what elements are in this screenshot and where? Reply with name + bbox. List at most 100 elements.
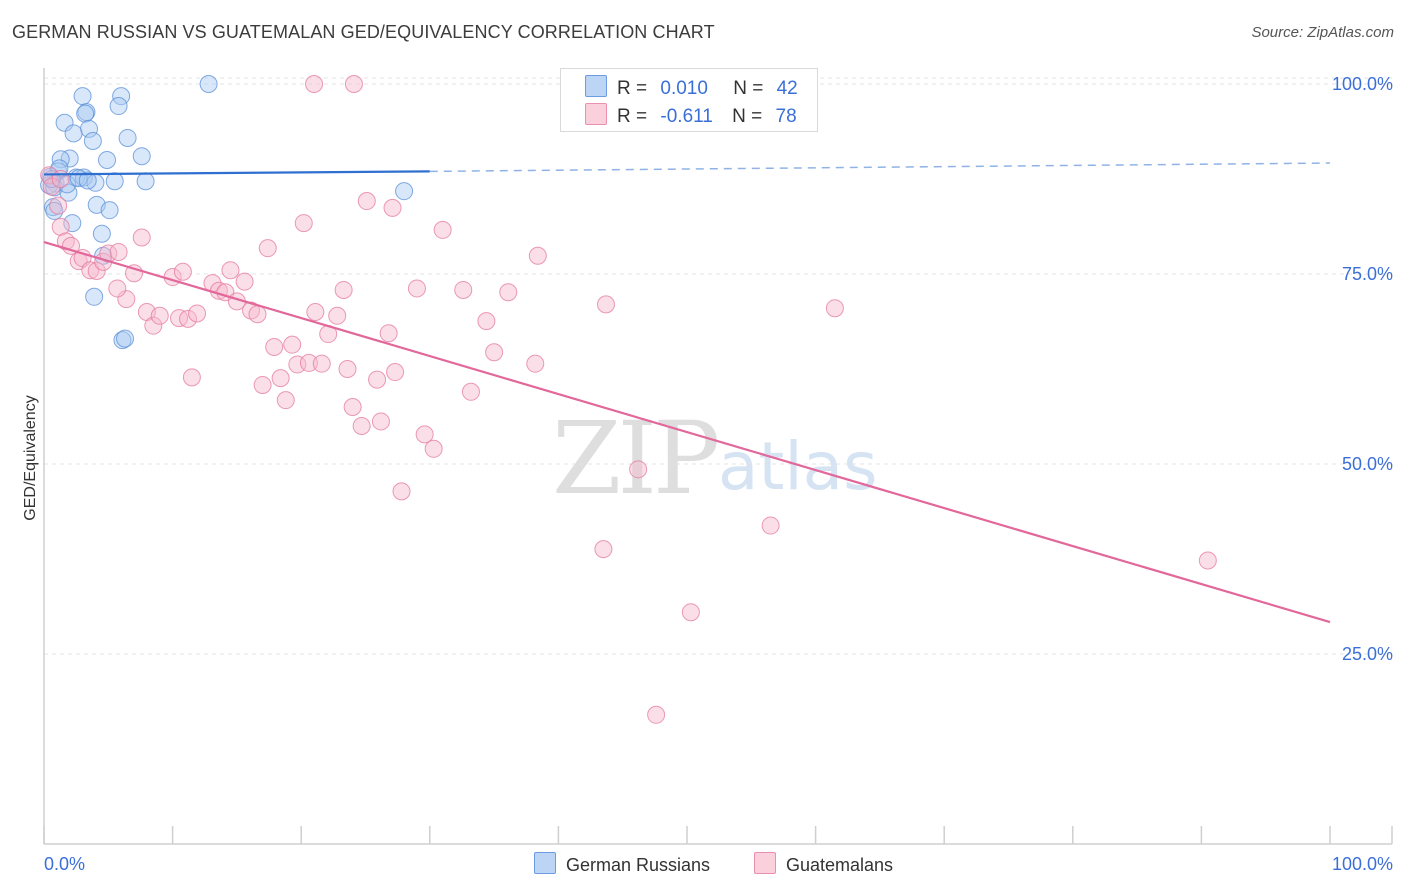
point-guatemalan	[117, 290, 136, 309]
point-guatemalan	[647, 705, 666, 724]
legend-r-value: 0.010	[660, 78, 708, 99]
watermark-zip: ZIP	[552, 400, 720, 517]
point-guatemalan	[173, 262, 192, 281]
point-german-russian	[76, 104, 95, 123]
point-guatemalan	[132, 228, 151, 247]
point-guatemalan	[253, 375, 272, 394]
point-german-russian	[83, 132, 102, 150]
legend-r-value: -0.611	[660, 106, 713, 127]
legend-swatch-blue	[585, 75, 607, 97]
point-guatemalan	[371, 412, 390, 431]
legend-n-value: 78	[775, 106, 797, 127]
point-guatemalan	[288, 355, 307, 374]
y-tick-label: 75.0%	[1342, 264, 1393, 284]
point-guatemalan	[461, 382, 480, 401]
point-guatemalan	[51, 217, 70, 236]
point-guatemalan	[1198, 551, 1217, 570]
point-guatemalan	[352, 417, 371, 435]
point-guatemalan	[499, 283, 518, 302]
bottom-legend-swatch-pink	[754, 852, 776, 874]
point-german-russian	[78, 171, 97, 190]
y-tick-label: 50.0%	[1342, 454, 1393, 474]
point-german-russian	[100, 201, 119, 220]
point-guatemalan	[379, 324, 398, 343]
point-guatemalan	[424, 439, 443, 458]
y-axis-label: GED/Equivalency	[22, 395, 39, 520]
point-guatemalan	[454, 280, 473, 299]
point-guatemalan	[221, 261, 240, 280]
point-guatemalan	[306, 303, 325, 321]
y-tick-label: 100.0%	[1332, 74, 1393, 94]
legend-r-label: R =	[617, 106, 648, 127]
point-guatemalan	[283, 335, 302, 354]
point-guatemalan	[179, 309, 198, 328]
point-guatemalan	[407, 279, 426, 298]
point-german-russian	[116, 329, 135, 348]
point-guatemalan	[392, 482, 411, 501]
point-guatemalan	[271, 369, 290, 388]
trend-layer	[43, 162, 1331, 624]
point-guatemalan	[383, 198, 402, 217]
point-german-russian	[199, 75, 218, 93]
point-german-russian	[73, 87, 92, 106]
point-guatemalan	[629, 460, 648, 479]
legend-row-german-russians: R = 0.010 N = 42	[585, 75, 798, 100]
point-guatemalan	[265, 337, 284, 356]
legend-r-label: R =	[617, 78, 648, 99]
legend-row-guatemalans: R = -0.611 N = 78	[585, 103, 797, 128]
point-german-russian	[63, 214, 82, 233]
correlation-legend: R = 0.010 N = 42 R = -0.611 N = 78	[560, 68, 818, 132]
legend-n-label: N =	[733, 78, 764, 99]
point-guatemalan	[681, 603, 700, 622]
point-guatemalan	[144, 316, 163, 335]
legend-swatch-pink	[585, 103, 607, 125]
point-german-russian	[64, 124, 83, 143]
x-tick-label: 100.0%	[1332, 854, 1393, 874]
trend-line-guatemalans	[43, 241, 1331, 624]
point-guatemalan	[526, 354, 545, 373]
point-guatemalan	[415, 425, 434, 444]
point-german-russian	[136, 172, 155, 191]
point-guatemalan	[62, 236, 81, 255]
point-guatemalan	[825, 299, 844, 318]
points-layer	[40, 75, 1217, 724]
point-guatemalan	[258, 239, 277, 258]
point-guatemalan	[109, 242, 128, 261]
point-guatemalan	[299, 353, 318, 372]
point-german-russian	[55, 113, 74, 132]
point-guatemalan	[596, 295, 615, 314]
point-guatemalan	[357, 192, 376, 211]
point-guatemalan	[170, 309, 189, 328]
point-guatemalan	[81, 261, 100, 280]
labels-layer: 25.0% 50.0% 75.0% 100.0% 0.0% 100.0% GED/Equiv…	[22, 74, 1393, 874]
axes	[43, 68, 1393, 845]
point-german-russian	[132, 147, 151, 166]
legend-n-value: 42	[776, 78, 798, 99]
point-german-russian	[109, 97, 128, 116]
point-guatemalan	[150, 306, 169, 325]
point-german-russian	[395, 182, 414, 201]
point-guatemalan	[433, 220, 452, 239]
trend-line-german-russians-extension	[429, 162, 1331, 173]
trend-line-german-russians	[43, 170, 430, 176]
point-guatemalan	[485, 343, 504, 362]
watermark-atlas: atlas	[718, 428, 878, 505]
point-guatemalan	[182, 368, 201, 387]
bottom-legend-swatch-blue	[534, 852, 556, 874]
point-guatemalan	[42, 177, 61, 196]
point-guatemalan	[248, 305, 267, 324]
point-guatemalan	[188, 304, 207, 323]
point-german-russian	[92, 224, 111, 243]
point-german-russian	[105, 172, 124, 191]
point-guatemalan	[108, 279, 127, 298]
bottom-legend-label: Guatemalans	[786, 855, 894, 875]
source-label: Source: ZipAtlas.com	[1251, 24, 1394, 41]
point-guatemalan	[477, 312, 496, 331]
point-german-russian	[85, 287, 104, 306]
bottom-legend-guatemalans: Guatemalans	[754, 852, 893, 876]
point-guatemalan	[328, 306, 347, 325]
point-guatemalan	[276, 391, 295, 410]
x-tick-label: 0.0%	[44, 854, 85, 874]
bottom-legend-label: German Russians	[566, 855, 711, 875]
